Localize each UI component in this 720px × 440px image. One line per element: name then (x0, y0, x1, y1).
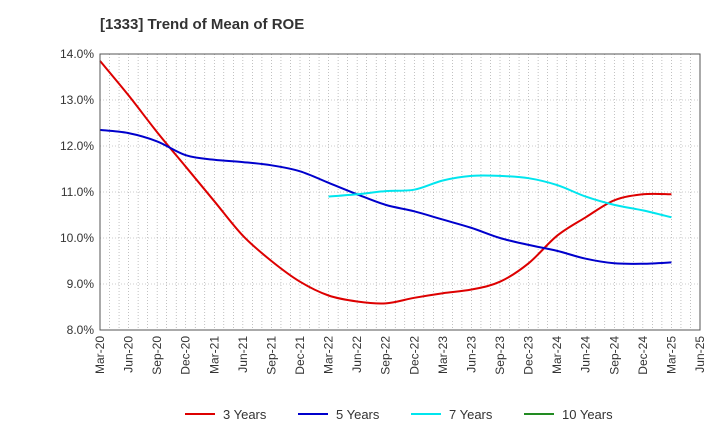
legend-label: 10 Years (562, 407, 613, 422)
x-tick-label: Sep-22 (379, 336, 393, 375)
x-tick-label: Dec-22 (407, 336, 421, 375)
x-tick-label: Mar-22 (322, 336, 336, 374)
x-tick-label: Mar-21 (207, 336, 221, 374)
legend-label: 3 Years (223, 407, 267, 422)
x-tick-label: Dec-24 (636, 336, 650, 375)
x-tick-label: Sep-24 (607, 336, 621, 375)
y-axis: 8.0% 9.0% 10.0% 11.0% 12.0% 13.0% 14.0% (60, 47, 94, 337)
y-tick-label: 9.0% (67, 277, 95, 291)
x-tick-label: Mar-23 (436, 336, 450, 374)
x-tick-label: Sep-23 (493, 336, 507, 375)
x-tick-label: Mar-24 (550, 336, 564, 374)
series-line-5-years (99, 128, 672, 265)
x-tick-label: Dec-20 (179, 336, 193, 375)
x-tick-label: Jun-22 (350, 336, 364, 373)
x-axis: Mar-20 Jun-20 Sep-20 Dec-20 Mar-21 Jun-21 Sep-… (93, 336, 707, 375)
plot-frame (99, 53, 701, 331)
x-tick-label: Mar-20 (93, 336, 107, 374)
y-tick-label: 14.0% (60, 47, 94, 61)
series-line-7-years (328, 174, 672, 219)
y-tick-label: 10.0% (60, 231, 94, 245)
x-tick-label: Jun-21 (236, 336, 250, 373)
y-tick-label: 8.0% (67, 323, 95, 337)
series-line-3-years (99, 60, 672, 305)
x-tick-label: Jun-24 (579, 336, 593, 373)
x-tick-label: Jun-23 (464, 336, 478, 373)
x-tick-label: Mar-25 (664, 336, 678, 374)
legend: 3 Years 5 Years 7 Years 10 Years (185, 407, 613, 422)
y-tick-label: 11.0% (61, 185, 94, 199)
x-tick-label: Jun-25 (693, 336, 707, 373)
y-tick-label: 13.0% (60, 93, 94, 107)
x-tick-label: Dec-21 (293, 336, 307, 375)
x-tick-label: Dec-23 (522, 336, 536, 375)
series-lines (99, 60, 672, 305)
legend-label: 7 Years (449, 407, 493, 422)
x-tick-label: Sep-20 (150, 336, 164, 375)
legend-label: 5 Years (336, 407, 380, 422)
x-tick-label: Jun-20 (122, 336, 136, 373)
y-tick-label: 12.0% (60, 139, 94, 153)
x-tick-label: Sep-21 (264, 336, 278, 375)
chart-title: [1333] Trend of Mean of ROE (100, 16, 304, 33)
